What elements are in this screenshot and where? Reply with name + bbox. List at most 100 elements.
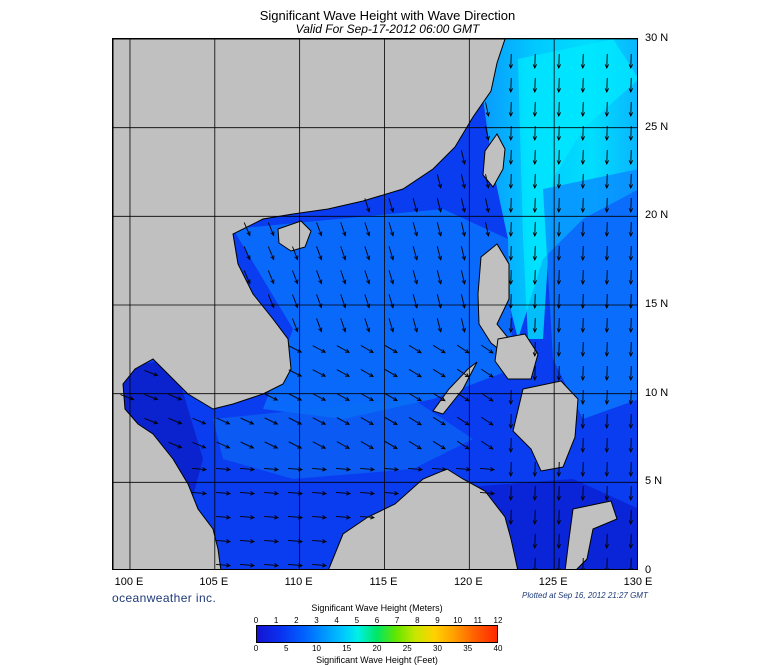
visayas-islands <box>494 333 539 380</box>
wave-direction-arrow <box>239 515 256 520</box>
wave-direction-arrow <box>508 197 514 214</box>
wave-direction-arrow <box>432 368 446 378</box>
wave-direction-arrow <box>508 509 514 526</box>
wave-direction-arrow <box>360 393 374 401</box>
wave-direction-arrow <box>215 539 232 544</box>
wave-direction-arrow <box>432 392 446 402</box>
wave-direction-arrow <box>384 417 398 426</box>
wave-direction-arrow <box>580 101 586 118</box>
wave-direction-arrow <box>532 125 538 142</box>
wave-direction-arrow <box>408 392 422 402</box>
wave-direction-arrow <box>408 368 422 378</box>
wave-direction-arrow <box>604 317 610 334</box>
wave-direction-arrow <box>532 101 538 118</box>
mainland-asia <box>113 39 506 569</box>
lat-lon-grid <box>113 39 637 569</box>
wave-direction-arrow <box>267 222 275 237</box>
wave-direction-arrow <box>239 563 256 568</box>
wave-direction-arrow <box>508 485 514 502</box>
valid-time-subtitle: Valid For Sep-17-2012 06:00 GMT <box>295 22 480 36</box>
wave-direction-arrow <box>360 417 374 425</box>
mindanao-island <box>512 380 579 472</box>
wave-direction-arrow <box>243 270 251 285</box>
wave-direction-arrow <box>340 270 347 285</box>
wave-direction-arrow <box>556 557 562 569</box>
wave-direction-arrow <box>407 467 424 472</box>
wave-direction-arrow <box>436 174 442 189</box>
wave-direction-arrow <box>480 416 494 426</box>
wave-direction-arrow <box>532 485 538 502</box>
wave-direction-arrow <box>479 491 496 496</box>
wave-direction-arrow <box>580 365 586 382</box>
wave-direction-arrow <box>580 269 586 286</box>
wave-direction-arrow <box>312 345 327 353</box>
wave-direction-arrow <box>335 467 352 472</box>
wave-direction-arrow <box>288 393 303 401</box>
wave-direction-arrow <box>628 341 634 358</box>
wave-direction-arrow <box>408 344 422 354</box>
wave-direction-arrow <box>359 491 376 496</box>
wave-direction-arrow <box>580 437 586 454</box>
wave-direction-arrow <box>508 437 514 454</box>
wave-direction-arrow <box>556 317 562 334</box>
wave-direction-arrow <box>508 269 514 286</box>
wave-direction-arrow <box>311 515 328 520</box>
wave-direction-arrow <box>456 416 470 426</box>
wave-direction-arrow <box>628 365 634 382</box>
hainan-island <box>277 220 312 252</box>
wave-direction-arrow <box>604 245 610 262</box>
wave-direction-arrow <box>264 393 279 401</box>
wave-direction-arrow <box>580 413 586 430</box>
legend-meter-tick: 0 <box>253 616 259 625</box>
wave-direction-arrow <box>556 77 562 94</box>
taiwan-island <box>482 133 506 188</box>
wave-direction-arrow <box>628 245 634 262</box>
wave-direction-arrow <box>556 341 562 358</box>
wave-direction-arrow <box>336 345 351 353</box>
wave-direction-arrow <box>340 222 347 237</box>
longitude-label: 120 E <box>453 576 483 588</box>
wave-direction-arrow <box>384 369 398 378</box>
wave-direction-arrow <box>580 149 586 166</box>
wave-direction-arrow <box>604 461 610 478</box>
wave-direction-arrow <box>580 77 586 94</box>
wave-direction-arrow <box>263 539 280 544</box>
wave-direction-arrow <box>460 222 466 237</box>
wave-direction-arrow <box>292 318 299 333</box>
wave-direction-arrow <box>263 491 280 496</box>
wave-direction-arrow <box>192 441 207 449</box>
wave-direction-arrow <box>215 563 232 568</box>
wave-direction-arrow <box>384 345 398 354</box>
wave-direction-arrow <box>580 125 586 142</box>
wave-height-map <box>112 38 638 570</box>
wave-direction-arrow <box>384 393 398 402</box>
wave-direction-arrow <box>311 467 328 472</box>
wave-direction-arrow <box>556 365 562 382</box>
wave-direction-arrow <box>388 222 395 237</box>
wave-direction-arrow <box>508 461 514 478</box>
wave-direction-arrow <box>456 344 470 354</box>
wave-direction-arrow <box>628 125 634 142</box>
wave-direction-arrow <box>628 461 634 478</box>
wave-direction-arrow <box>580 173 586 190</box>
wave-direction-arrow <box>532 365 538 382</box>
latitude-label: 25 N <box>645 120 669 133</box>
legend-meter-tick: 6 <box>374 616 380 625</box>
wave-direction-arrow <box>412 198 419 213</box>
wave-direction-arrow <box>556 533 562 550</box>
wave-direction-arrow <box>216 441 231 449</box>
wave-direction-arrow <box>604 365 610 382</box>
wave-direction-arrow <box>508 317 514 334</box>
wave-direction-arrow <box>628 101 634 118</box>
wave-direction-arrow <box>312 393 327 401</box>
wave-direction-arrow <box>191 491 208 496</box>
wave-direction-arrow <box>287 515 304 520</box>
wave-direction-arrow <box>628 53 634 70</box>
wave-direction-arrow <box>628 413 634 430</box>
landmass <box>113 39 618 569</box>
wave-direction-arrow <box>532 293 538 310</box>
wave-direction-arrow <box>604 197 610 214</box>
wave-direction-arrow <box>628 77 634 94</box>
legend-feet-tick: 25 <box>402 644 412 653</box>
wave-direction-arrow <box>479 467 496 472</box>
